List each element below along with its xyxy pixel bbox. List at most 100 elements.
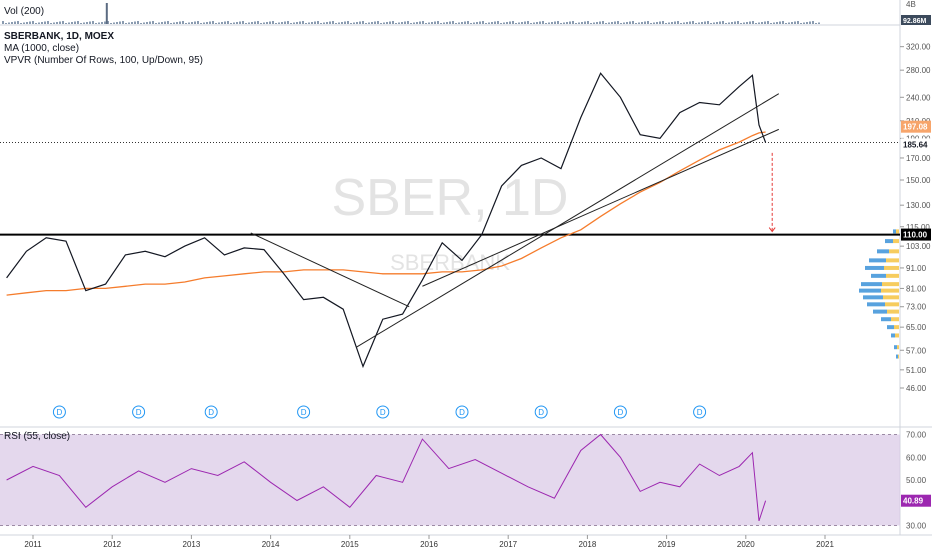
- rsi-badge: 40.89: [903, 497, 924, 506]
- volume-bar: [620, 23, 622, 24]
- volume-bar: [641, 22, 643, 24]
- rsi-legend[interactable]: RSI (55, close): [4, 431, 70, 442]
- price-tick-label: 81.00: [906, 284, 927, 293]
- ma-legend[interactable]: MA (1000, close): [4, 43, 79, 54]
- volume-bar: [8, 22, 10, 24]
- volume-bar: [491, 22, 493, 24]
- price-tick-label: 130.00: [906, 201, 931, 210]
- volume-bar: [788, 22, 790, 24]
- volume-bar: [455, 23, 457, 24]
- volume-bar: [632, 21, 634, 24]
- volume-bar: [623, 22, 625, 24]
- volume-bar: [599, 21, 601, 24]
- volume-bar: [650, 23, 652, 24]
- volume-bar: [179, 21, 181, 24]
- time-axis-ticks: 2011 2012 2013 2014 2015 2016 2017 2018 2019 2020…: [24, 535, 834, 549]
- level-badge: 110.00: [903, 231, 928, 240]
- dividend-marker: [52, 405, 66, 419]
- price-tick-label: 46.00: [906, 384, 927, 393]
- volume-bar: [338, 22, 340, 24]
- volume-bar: [815, 23, 817, 24]
- dividend-marker: [613, 405, 627, 419]
- volume-bar: [575, 23, 577, 24]
- volume-bar: [302, 21, 304, 24]
- volume-bar: [248, 22, 250, 24]
- rsi-tick-label: 70.00: [906, 431, 927, 440]
- volume-bar: [215, 23, 217, 24]
- target-arrow-head: [768, 227, 776, 233]
- volume-bar: [278, 22, 280, 24]
- volume-bar: [260, 23, 262, 24]
- volume-bar: [353, 22, 355, 24]
- volume-bar: [203, 22, 205, 24]
- volume-bar: [401, 22, 403, 24]
- time-tick-label: 2014: [262, 540, 280, 549]
- vpvr-bar-down: [886, 273, 899, 278]
- volume-bar: [131, 22, 133, 24]
- volume-bar: [536, 22, 538, 24]
- volume-bar: [263, 22, 265, 24]
- volume-bar: [770, 23, 772, 24]
- volume-bar: [782, 21, 784, 24]
- volume-bar: [638, 22, 640, 24]
- rsi-band-fill: [0, 434, 900, 526]
- vpvr-bar-down: [896, 229, 899, 234]
- volume-bar: [464, 21, 466, 24]
- volume-bar: [206, 22, 208, 24]
- volume-legend[interactable]: Vol (200): [4, 6, 44, 17]
- price-tick-label: 170.00: [906, 154, 931, 163]
- last-price-badge: 185.64: [903, 140, 928, 149]
- volume-bar: [227, 21, 229, 24]
- volume-bar: [32, 21, 34, 24]
- volume-bar: [509, 21, 511, 24]
- volume-bar: [596, 22, 598, 24]
- volume-bar: [569, 21, 571, 24]
- chart-drawings[interactable]: [250, 93, 780, 348]
- volume-bar: [176, 22, 178, 24]
- volume-bar: [470, 23, 472, 24]
- volume-bar: [653, 22, 655, 24]
- volume-bar: [542, 21, 544, 24]
- volume-bar: [143, 22, 145, 24]
- volume-bar: [572, 21, 574, 24]
- vpvr-bar-down: [894, 325, 899, 330]
- vpvr-legend[interactable]: VPVR (Number Of Rows, 100, Up/Down, 95): [4, 55, 203, 66]
- volume-bar: [329, 21, 331, 24]
- volume-bar: [431, 22, 433, 24]
- volume-bar: [563, 22, 565, 24]
- volume-pane[interactable]: [0, 0, 900, 25]
- volume-bar: [440, 23, 442, 24]
- vpvr-bar-down: [889, 249, 899, 254]
- volume-bar: [266, 22, 268, 24]
- rsi-band: [0, 434, 900, 526]
- volume-bar: [62, 21, 64, 24]
- volume-bar: [461, 22, 463, 24]
- volume-bar: [68, 22, 70, 24]
- volume-bar: [791, 22, 793, 24]
- volume-bar: [50, 23, 52, 24]
- volume-bar: [437, 21, 439, 24]
- volume-bar: [560, 23, 562, 24]
- price-tick-label: 57.00: [906, 346, 927, 355]
- price-tick-label: 240.00: [906, 93, 931, 102]
- volume-bar: [182, 21, 184, 24]
- volume-bar: [527, 21, 529, 24]
- last-price-badge-bg: [901, 138, 931, 151]
- symbol-legend[interactable]: SBERBANK, 1D, MOEX: [4, 31, 114, 42]
- volume-bar: [344, 21, 346, 24]
- volume-bar: [590, 23, 592, 24]
- volume-bar: [350, 23, 352, 24]
- volume-bar: [746, 22, 748, 24]
- volume-bar: [404, 21, 406, 24]
- volume-bar: [488, 22, 490, 24]
- dividend-marker: [297, 405, 311, 419]
- volume-bar: [410, 23, 412, 24]
- volume-bar: [743, 22, 745, 24]
- volume-bar: [812, 21, 814, 24]
- trendline: [356, 93, 780, 348]
- volume-bar: [287, 21, 289, 24]
- volume-bar: [218, 22, 220, 24]
- time-tick-label: 2013: [183, 540, 201, 549]
